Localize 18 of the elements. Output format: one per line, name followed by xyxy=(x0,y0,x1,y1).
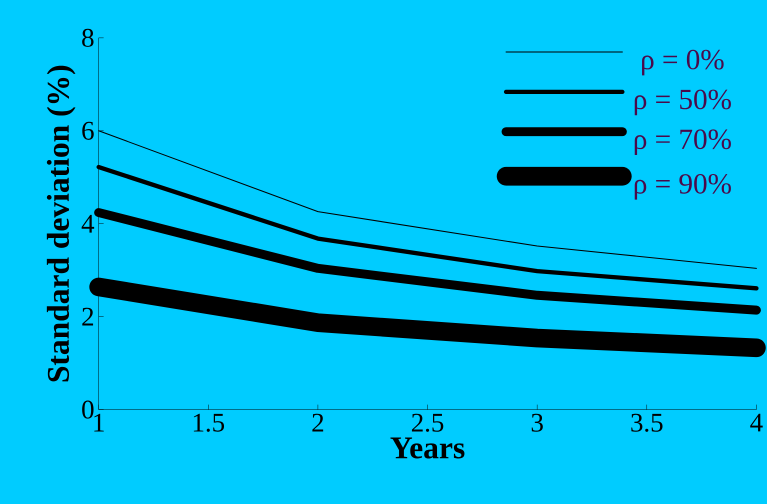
x-tick-label: 1.5 xyxy=(194,414,224,432)
y-tick-label: 8 xyxy=(82,28,94,47)
legend-label: ρ = 70% xyxy=(634,129,731,155)
y-tick-label: 2 xyxy=(82,308,94,326)
x-tick-label: 3 xyxy=(532,414,543,432)
y-tick-label: 0 xyxy=(82,400,94,419)
legend-label: ρ = 50% xyxy=(634,89,731,116)
x-tick-label: 4 xyxy=(750,414,763,432)
x-tick-label: 3.5 xyxy=(631,414,663,432)
x-tick-label: 2 xyxy=(312,414,324,432)
x-axis-title: Years xyxy=(390,437,464,458)
x-tick-label: 1 xyxy=(94,414,104,432)
y-tick-label: 6 xyxy=(82,122,94,140)
legend-label: ρ = 0% xyxy=(642,50,724,76)
x-tick-label: 2.5 xyxy=(412,414,444,432)
y-tick-label: 4 xyxy=(82,214,94,232)
y-axis-title: Standard deviation (%) xyxy=(46,66,76,382)
legend-label: ρ = 90% xyxy=(634,174,731,200)
